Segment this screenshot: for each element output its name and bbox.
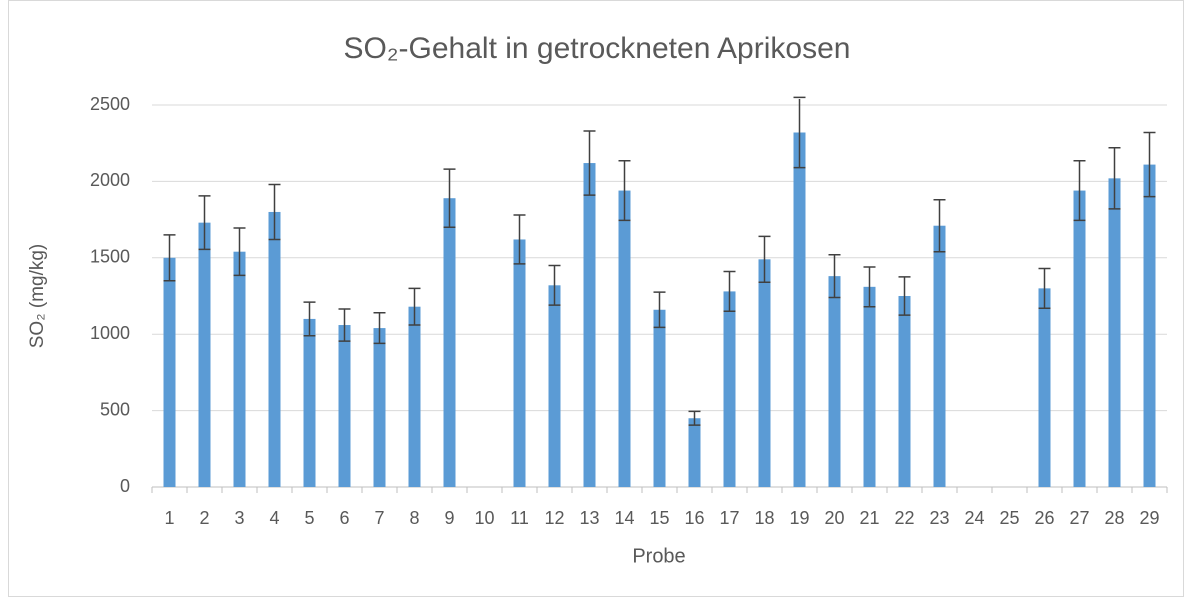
error-bar <box>163 234 176 282</box>
error-bar <box>653 291 666 329</box>
bar <box>898 296 911 487</box>
bar <box>1073 190 1086 487</box>
x-tick-label: 18 <box>754 508 774 528</box>
error-bar <box>863 266 876 308</box>
bar <box>163 257 176 487</box>
bar <box>653 309 666 487</box>
bar <box>513 239 526 487</box>
error-bar <box>1108 147 1121 210</box>
error-bar <box>1143 131 1156 198</box>
x-tick-label: 9 <box>444 508 454 528</box>
error-bar <box>548 264 561 306</box>
bar <box>688 418 701 487</box>
bar <box>863 286 876 487</box>
bar <box>758 259 771 487</box>
bar <box>338 325 351 487</box>
y-axis-label: SO₂ (mg/kg) <box>27 244 48 349</box>
bar <box>408 306 421 487</box>
bar <box>198 222 211 487</box>
x-tick-label: 23 <box>929 508 949 528</box>
bar <box>443 198 456 487</box>
error-bar <box>513 214 526 265</box>
error-bar <box>408 287 421 326</box>
bar <box>1108 178 1121 487</box>
error-bar <box>198 195 211 251</box>
error-bar <box>828 253 841 299</box>
bar <box>723 291 736 487</box>
error-bar <box>583 130 596 196</box>
x-tick-label: 29 <box>1139 508 1159 528</box>
y-tick-label: 1500 <box>90 247 130 267</box>
x-tick-label: 6 <box>339 508 349 528</box>
x-tick-label: 20 <box>824 508 844 528</box>
bar <box>828 276 841 487</box>
bar <box>268 211 281 487</box>
bar <box>583 163 596 487</box>
x-tick-label: 26 <box>1034 508 1054 528</box>
x-tick-label: 14 <box>614 508 634 528</box>
x-tick-label: 12 <box>544 508 564 528</box>
x-tick-label: 22 <box>894 508 914 528</box>
bar <box>793 132 806 487</box>
bar <box>1038 288 1051 487</box>
bar <box>548 285 561 487</box>
x-tick-label: 2 <box>199 508 209 528</box>
y-tick-label: 500 <box>100 399 130 419</box>
x-tick-label: 1 <box>164 508 174 528</box>
error-bar <box>618 160 631 222</box>
x-tick-label: 24 <box>964 508 984 528</box>
x-tick-label: 10 <box>474 508 494 528</box>
x-tick-label: 15 <box>649 508 669 528</box>
x-tick-label: 16 <box>684 508 704 528</box>
x-tick-label: 5 <box>304 508 314 528</box>
x-tick-label: 27 <box>1069 508 1089 528</box>
error-bar <box>373 312 386 345</box>
bar <box>933 225 946 487</box>
x-axis-label: Probe <box>632 545 685 567</box>
x-tick-label: 21 <box>859 508 879 528</box>
y-tick-label: 1000 <box>90 323 130 343</box>
error-bar <box>688 410 701 426</box>
x-tick-label: 3 <box>234 508 244 528</box>
bar <box>233 251 246 487</box>
x-tick-label: 11 <box>510 508 529 528</box>
y-tick-label: 2500 <box>90 94 130 114</box>
y-tick-label: 0 <box>120 476 130 496</box>
x-tick-label: 8 <box>409 508 419 528</box>
error-bar <box>233 227 246 277</box>
chart-title: SO₂-Gehalt in getrockneten Aprikosen <box>344 32 851 65</box>
y-tick-label: 2000 <box>90 170 130 190</box>
error-bar <box>1038 267 1051 309</box>
bar <box>373 328 386 487</box>
error-bar <box>338 308 351 342</box>
error-bar <box>758 235 771 283</box>
error-bar <box>898 276 911 316</box>
error-bar <box>723 270 736 313</box>
x-tick-label: 25 <box>999 508 1019 528</box>
x-tick-label: 7 <box>374 508 384 528</box>
bar <box>1143 164 1156 488</box>
error-bar <box>268 183 281 241</box>
x-tick-label: 13 <box>579 508 599 528</box>
x-tick-label: 4 <box>269 508 279 528</box>
error-bar <box>1073 160 1086 222</box>
bar <box>618 190 631 487</box>
error-bar <box>933 198 946 253</box>
error-bar <box>303 301 316 337</box>
x-tick-label: 17 <box>719 508 739 528</box>
error-bar <box>793 96 806 169</box>
x-tick-label: 28 <box>1104 508 1124 528</box>
bar <box>303 318 316 487</box>
x-tick-label: 19 <box>789 508 809 528</box>
error-bar <box>443 168 456 228</box>
